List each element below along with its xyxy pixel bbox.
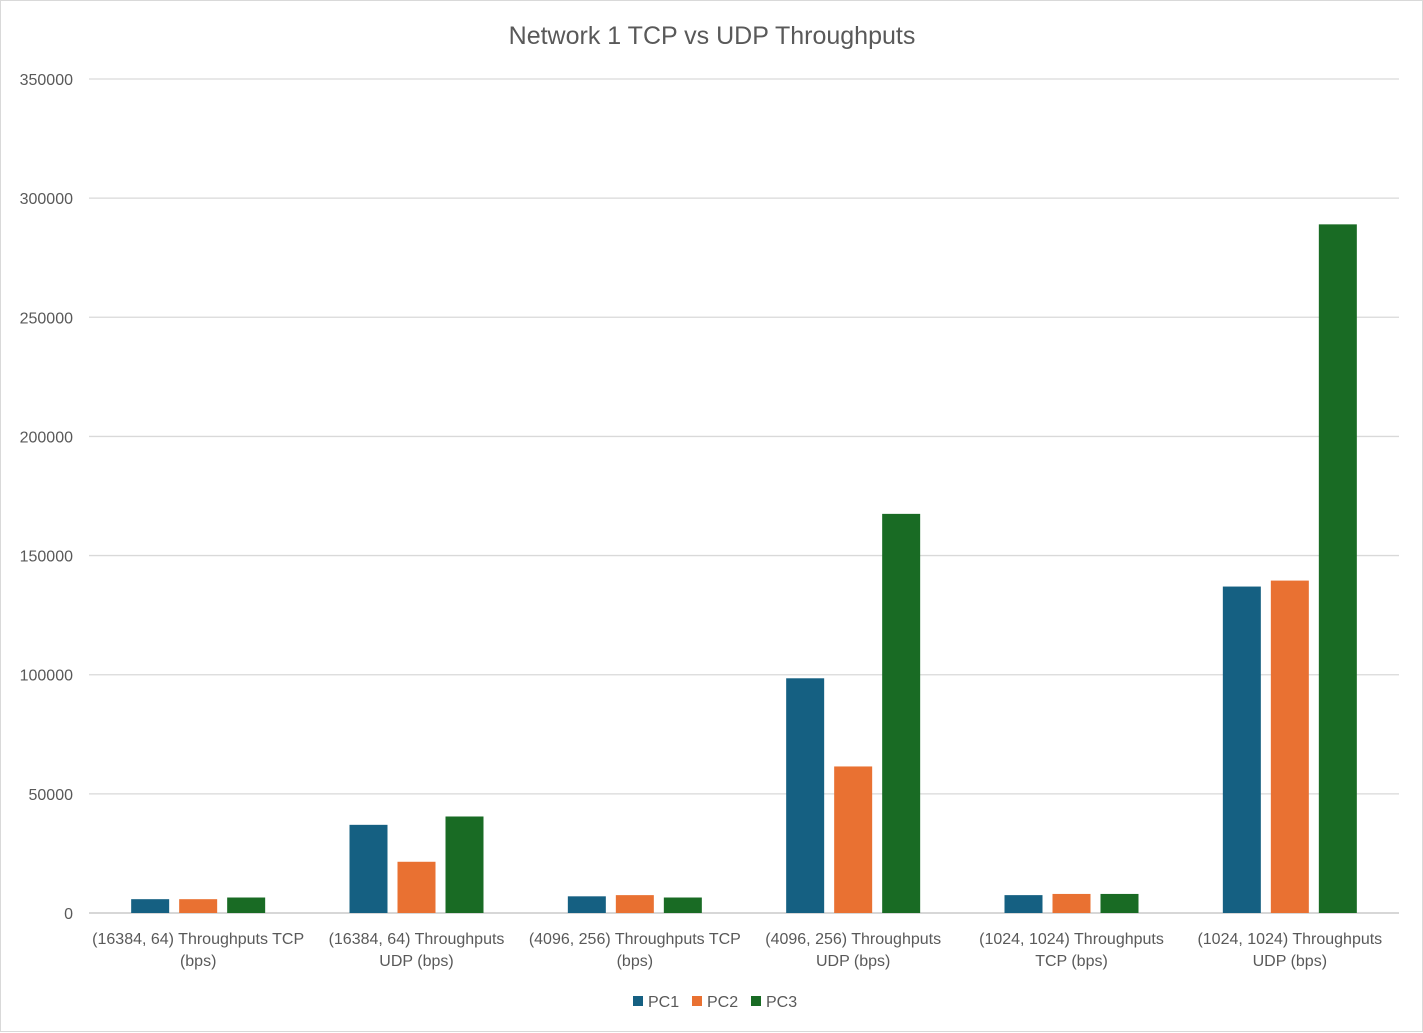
y-tick-label: 100000 [20,668,73,685]
bar-pc1-6 [1222,586,1261,913]
x-category-label: UDP (bps) [379,953,453,970]
bar-pc1-3 [567,896,606,913]
x-category-label: UDP (bps) [816,953,890,970]
y-tick-label: 300000 [20,191,73,208]
x-category-label: (bps) [180,953,216,970]
x-category-label: (bps) [617,953,653,970]
bar-pc3-1 [227,897,266,913]
x-category-label: (4096, 256) Throughputs [765,931,941,948]
legend-swatch-pc2 [692,996,702,1006]
bar-pc3-6 [1318,224,1357,914]
bar-pc2-5 [1052,893,1091,913]
bar-pc3-4 [882,513,921,913]
legend-label-pc3: PC3 [766,994,797,1011]
x-category-label: UDP (bps) [1253,953,1327,970]
y-tick-label: 250000 [20,310,73,327]
y-tick-label: 200000 [20,429,73,446]
y-tick-label: 50000 [29,787,74,804]
bar-pc1-1 [131,899,170,913]
legend-label-pc1: PC1 [648,994,679,1011]
x-category-label: (16384, 64) Throughputs TCP [92,931,304,948]
x-category-label: (1024, 1024) Throughputs [1197,931,1382,948]
y-tick-label: 0 [64,906,73,923]
x-category-label: TCP (bps) [1035,953,1108,970]
y-tick-label: 150000 [20,549,73,566]
legend-swatch-pc1 [633,996,643,1006]
bar-pc1-2 [349,824,388,913]
bar-pc2-2 [397,861,436,913]
y-tick-label: 350000 [20,72,73,89]
x-category-label: (1024, 1024) Throughputs [979,931,1164,948]
legend-swatch-pc3 [751,996,761,1006]
bar-pc2-1 [179,899,218,913]
bar-pc3-5 [1100,893,1139,913]
x-category-label: (16384, 64) Throughputs [329,931,505,948]
bar-pc2-3 [615,895,654,913]
bar-pc2-6 [1270,580,1309,913]
bar-pc3-2 [445,816,484,913]
bar-pc1-4 [786,678,825,913]
bar-pc3-3 [663,897,702,913]
legend-label-pc2: PC2 [707,994,738,1011]
x-category-label: (4096, 256) Throughputs TCP [529,931,741,948]
bar-pc2-4 [834,766,873,913]
chart-title: Network 1 TCP vs UDP Throughputs [509,22,916,50]
bar-pc1-5 [1004,895,1043,913]
